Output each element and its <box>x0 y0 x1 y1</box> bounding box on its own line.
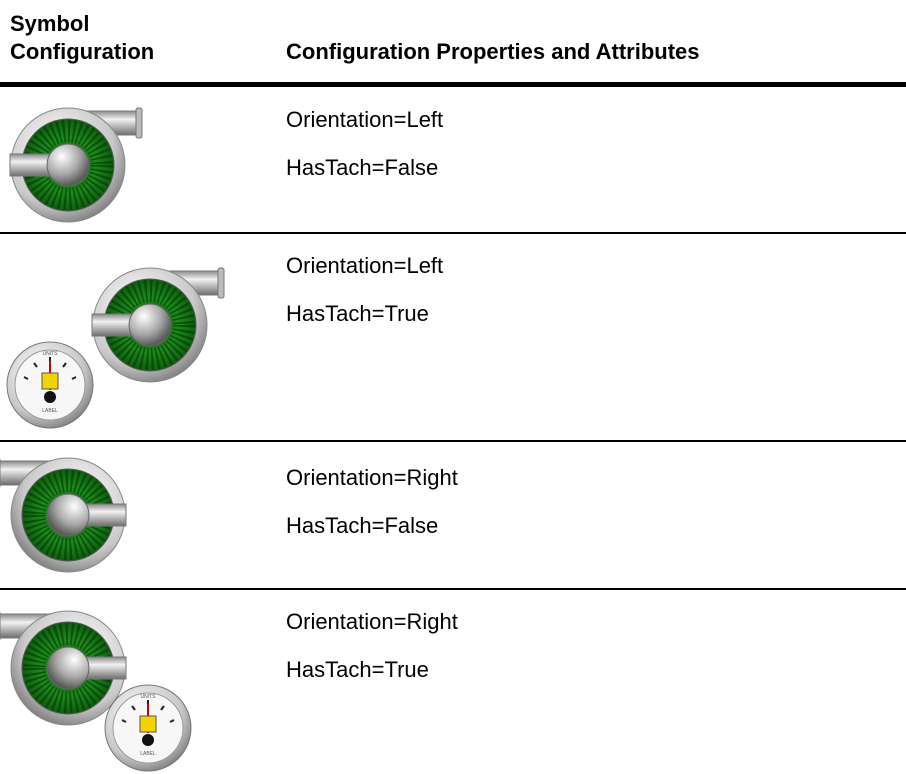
tach-gauge: UNITS LABEL <box>6 341 94 429</box>
header-properties: Configuration Properties and Attributes <box>286 39 700 64</box>
gauge-label: LABEL <box>42 408 58 414</box>
row-rule <box>0 588 906 590</box>
property: HasTach=True <box>286 657 429 682</box>
property: Orientation=Right <box>286 609 458 634</box>
row-text: Orientation=Right HasTach=True <box>286 598 458 694</box>
property: HasTach=True <box>286 301 429 326</box>
property: Orientation=Right <box>286 465 458 490</box>
symbols: UNITS LABEL UNITS LABEL <box>0 0 260 772</box>
row-rule <box>0 440 906 442</box>
property: HasTach=False <box>286 513 439 538</box>
property: HasTach=False <box>286 155 439 180</box>
row-text: Orientation=Right HasTach=False <box>286 454 458 550</box>
header-symbol: Symbol Configuration <box>10 11 155 64</box>
tach-gauge: UNITS LABEL <box>104 684 192 772</box>
row-text: Orientation=Left HasTach=False <box>286 96 443 192</box>
property: Orientation=Left <box>286 107 444 132</box>
row-rule <box>0 232 906 234</box>
gauge-label: LABEL <box>140 751 156 757</box>
header-rule <box>0 82 906 87</box>
gauge-units: UNITS <box>141 694 157 700</box>
row-text: Orientation=Left HasTach=True <box>286 242 443 338</box>
gauge-units: UNITS <box>43 351 59 357</box>
property: Orientation=Left <box>286 253 444 278</box>
